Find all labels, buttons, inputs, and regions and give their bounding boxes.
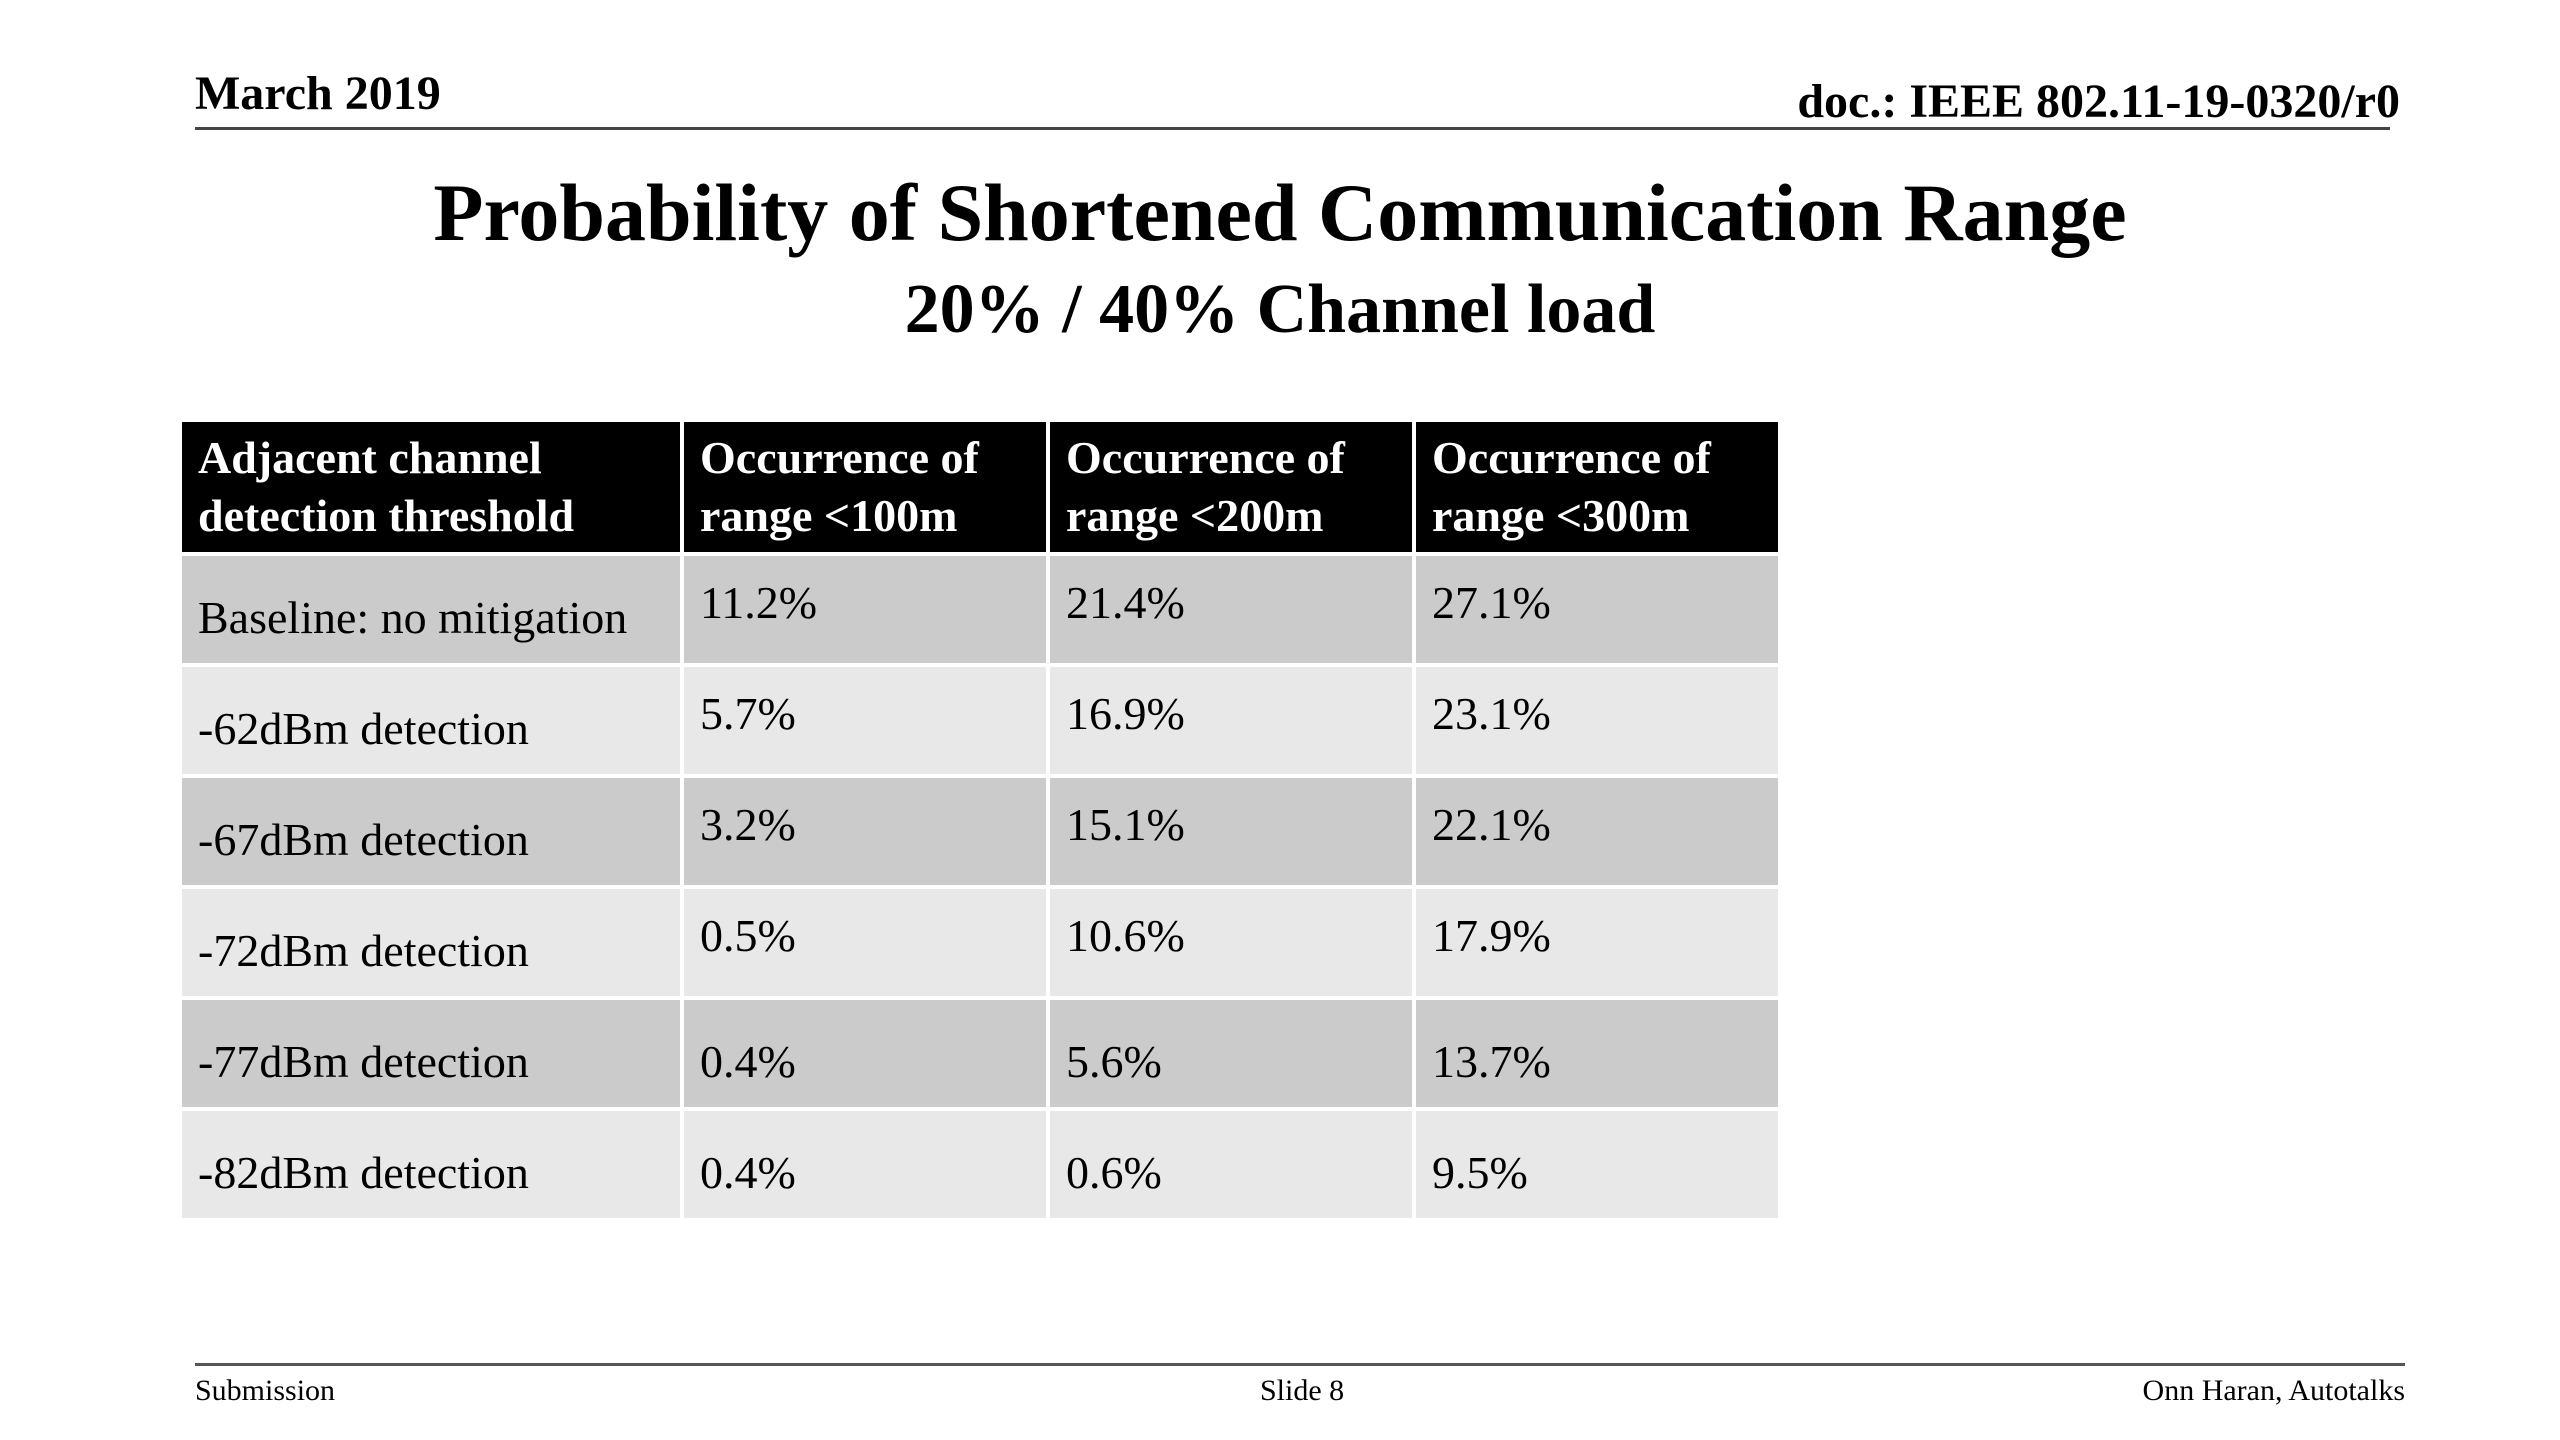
cell-range-100m: 11.2% (680, 552, 1050, 667)
table-header-row: Adjacent channel detection threshold Occu… (178, 418, 1782, 556)
cell-range-100m: 3.2% (680, 774, 1050, 889)
footer-submission: Submission (195, 1374, 336, 1407)
cell-range-300m: 17.9% (1412, 885, 1782, 1000)
cell-range-200m: 15.1% (1046, 774, 1416, 889)
header-line: range <300m (1432, 490, 1690, 541)
header-line: range <100m (700, 490, 958, 541)
cell-range-300m: 22.1% (1412, 774, 1782, 889)
table-row: -67dBm detection 3.2% 15.1% 22.1% (178, 774, 1782, 889)
cell-range-100m: 5.7% (680, 663, 1050, 778)
cell-range-100m: 0.4% (680, 996, 1050, 1111)
header-cell-range-300m: Occurrence of range <300m (1412, 418, 1782, 556)
cell-range-200m: 0.6% (1046, 1107, 1416, 1222)
row-label: Baseline: no mitigation (178, 552, 684, 667)
footer-slide-number: Slide 8 (1260, 1374, 1345, 1407)
table-row: -77dBm detection 0.4% 5.6% 13.7% (178, 996, 1782, 1111)
row-label: -67dBm detection (178, 774, 684, 889)
table-row: -72dBm detection 0.5% 10.6% 17.9% (178, 885, 1782, 1000)
table-row: Baseline: no mitigation 11.2% 21.4% 27.1… (178, 552, 1782, 667)
cell-range-200m: 5.6% (1046, 996, 1416, 1111)
header-doc-id: doc.: IEEE 802.11-19-0320/r0 (1797, 75, 2400, 128)
cell-range-200m: 10.6% (1046, 885, 1416, 1000)
slide-subtitle: 20% / 40% Channel load (904, 271, 1656, 348)
header-line: range <200m (1066, 490, 1324, 541)
header-cell-range-200m: Occurrence of range <200m (1046, 418, 1416, 556)
header-divider (195, 127, 2390, 130)
row-label: -77dBm detection (178, 996, 684, 1111)
footer-author: Onn Haran, Autotalks (2142, 1374, 2405, 1407)
footer-divider (195, 1363, 2405, 1366)
header-date: March 2019 (195, 67, 441, 120)
table-row: -62dBm detection 5.7% 16.9% 23.1% (178, 663, 1782, 778)
cell-range-300m: 13.7% (1412, 996, 1782, 1111)
table-row: -82dBm detection 0.4% 0.6% 9.5% (178, 1107, 1782, 1222)
header-line: detection threshold (198, 490, 575, 541)
cell-range-100m: 0.4% (680, 1107, 1050, 1222)
cell-range-300m: 23.1% (1412, 663, 1782, 778)
row-label: -62dBm detection (178, 663, 684, 778)
cell-range-200m: 16.9% (1046, 663, 1416, 778)
header-line: Occurrence of (1066, 432, 1345, 483)
cell-range-300m: 9.5% (1412, 1107, 1782, 1222)
header-line: Occurrence of (700, 432, 979, 483)
row-label: -72dBm detection (178, 885, 684, 1000)
slide-title: Probability of Shortened Communication R… (433, 167, 2127, 258)
header-line: Adjacent channel (198, 432, 542, 483)
header-cell-threshold: Adjacent channel detection threshold (178, 418, 684, 556)
cell-range-100m: 0.5% (680, 885, 1050, 1000)
results-table: Adjacent channel detection threshold Occu… (178, 418, 1782, 1222)
cell-range-200m: 21.4% (1046, 552, 1416, 667)
header-line: Occurrence of (1432, 432, 1711, 483)
row-label: -82dBm detection (178, 1107, 684, 1222)
header-cell-range-100m: Occurrence of range <100m (680, 418, 1050, 556)
cell-range-300m: 27.1% (1412, 552, 1782, 667)
